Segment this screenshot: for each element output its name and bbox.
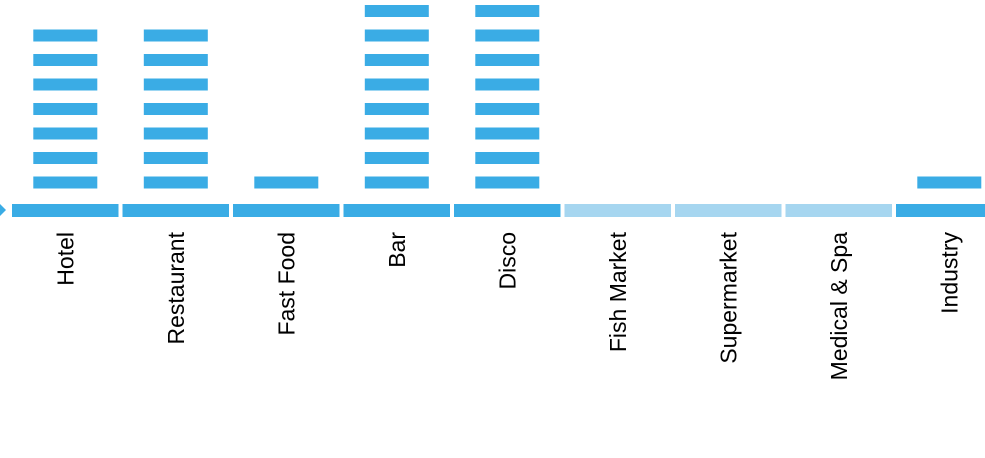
baseline-segment bbox=[12, 204, 119, 217]
bar-segment bbox=[33, 54, 98, 66]
baseline-segment bbox=[785, 204, 892, 217]
bar-segment bbox=[475, 127, 540, 140]
baseline-segment bbox=[233, 204, 340, 217]
bar-segment bbox=[143, 78, 208, 91]
bar-segment bbox=[33, 127, 98, 140]
baseline-segment bbox=[896, 204, 985, 217]
bar-segment bbox=[475, 103, 540, 115]
bar-segment bbox=[475, 176, 540, 189]
bar-segment bbox=[143, 152, 208, 164]
bar-segment bbox=[33, 103, 98, 115]
axis-arrow-icon bbox=[0, 204, 6, 216]
bar-segment bbox=[364, 29, 429, 42]
bar-segment bbox=[475, 78, 540, 91]
category-label: Restaurant bbox=[163, 231, 189, 344]
bar-segment bbox=[364, 54, 429, 66]
category-label: Medical & Spa bbox=[826, 232, 852, 381]
category-label: Disco bbox=[494, 232, 520, 290]
bar-segment bbox=[143, 127, 208, 140]
bar-segment bbox=[364, 176, 429, 189]
bar-segment bbox=[364, 127, 429, 140]
category-label: Bar bbox=[384, 232, 410, 268]
bar-segment bbox=[475, 54, 540, 66]
bar-segment bbox=[143, 176, 208, 189]
category-label: Industry bbox=[936, 232, 962, 314]
bar-segment bbox=[917, 176, 982, 189]
bar-segment bbox=[364, 103, 429, 115]
bar-segment bbox=[143, 103, 208, 115]
baseline-segment bbox=[564, 204, 671, 217]
bar-segment bbox=[364, 5, 429, 17]
baseline-group bbox=[0, 204, 985, 217]
category-label: Supermarket bbox=[715, 231, 741, 363]
bar-segment bbox=[475, 5, 540, 17]
bar-segment bbox=[33, 176, 98, 189]
bars-group bbox=[33, 5, 982, 189]
baseline-segment bbox=[675, 204, 782, 217]
bar-segment bbox=[143, 29, 208, 42]
bar-segment bbox=[364, 152, 429, 164]
baseline-segment bbox=[454, 204, 561, 217]
bar-segment bbox=[33, 78, 98, 91]
category-labels: Hotel Restaurant Fast Food Bar Disco Fish Mar… bbox=[52, 231, 962, 380]
bar-segment bbox=[475, 29, 540, 42]
bar-segment bbox=[364, 78, 429, 91]
bar-segment bbox=[33, 29, 98, 42]
bar-segment bbox=[475, 152, 540, 164]
baseline-segment bbox=[343, 204, 450, 217]
bar-segment bbox=[33, 152, 98, 164]
bar-segment bbox=[143, 54, 208, 66]
baseline-segment bbox=[122, 204, 229, 217]
category-label: Fish Market bbox=[605, 231, 631, 352]
bar-segment bbox=[254, 176, 319, 189]
category-label: Fast Food bbox=[273, 232, 299, 336]
category-label: Hotel bbox=[52, 232, 78, 286]
